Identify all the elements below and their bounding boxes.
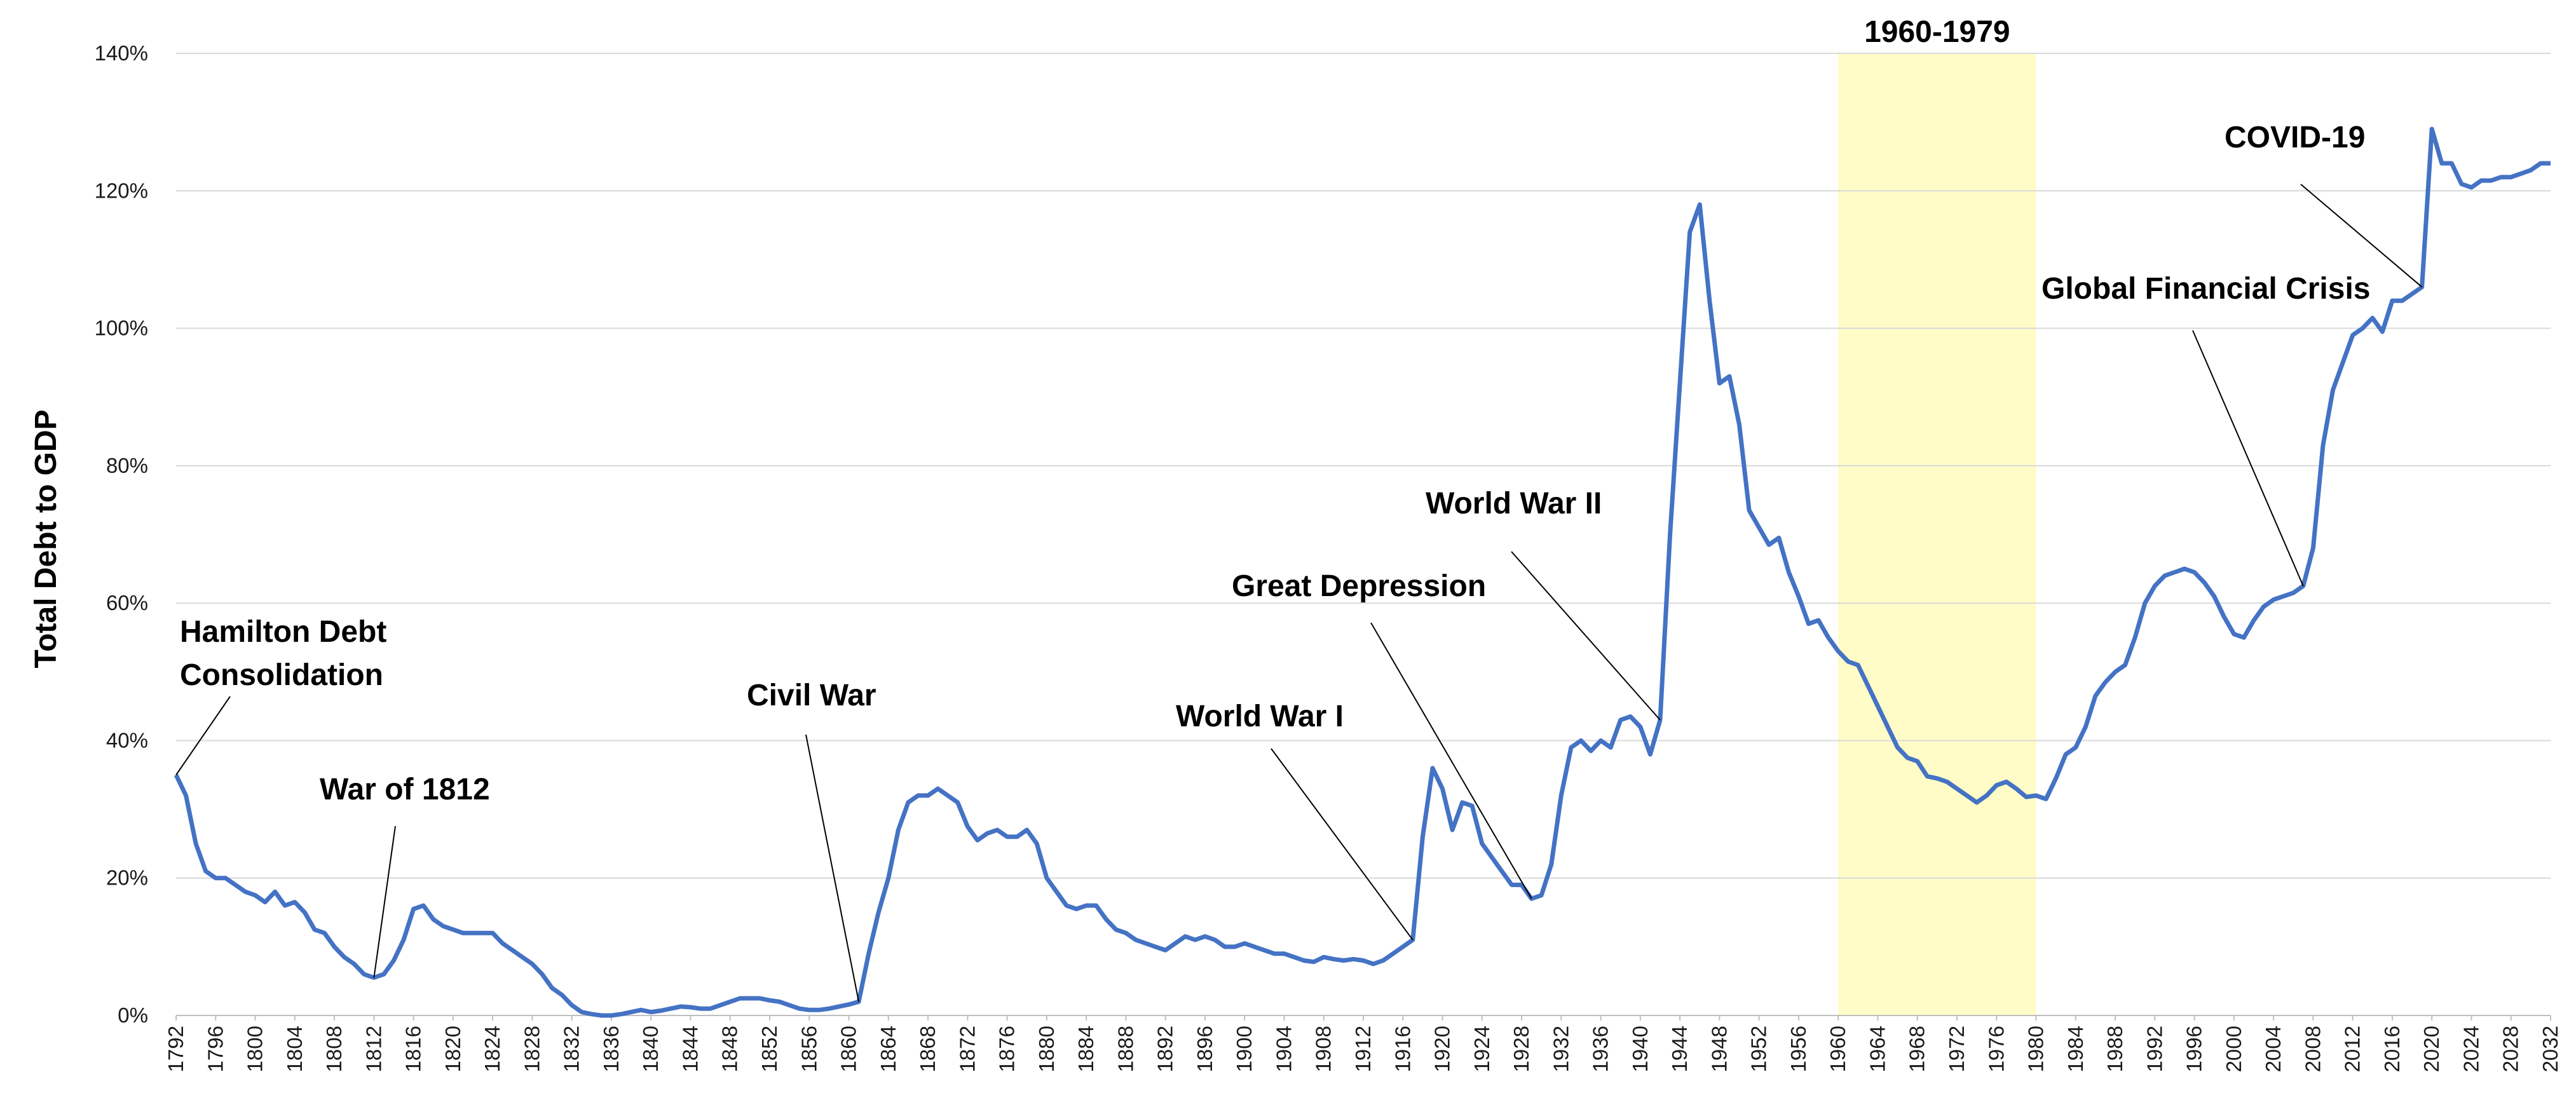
x-tick-label: 1944	[1668, 1026, 1691, 1072]
x-tick-label: 1816	[402, 1026, 425, 1072]
annotation-label: War of 1812	[320, 773, 490, 806]
x-tick-label: 1984	[2064, 1026, 2087, 1072]
x-tick-label: 1804	[283, 1026, 306, 1072]
x-tick-label: 1800	[243, 1026, 267, 1072]
x-tick-label: 1960	[1826, 1026, 1850, 1072]
annotation-label: World War II	[1426, 487, 1602, 520]
x-tick-label: 1900	[1232, 1026, 1256, 1072]
annotation-leader-line	[1370, 622, 1532, 899]
x-tick-label: 1808	[322, 1026, 346, 1072]
x-tick-label: 1824	[480, 1026, 504, 1072]
debt-to-gdp-line	[174, 126, 2551, 1018]
x-tick-label: 1904	[1272, 1026, 1295, 1072]
x-tick-label: 1864	[876, 1026, 900, 1072]
x-tick-label: 2028	[2499, 1026, 2523, 1072]
x-tick-label: 1932	[1549, 1026, 1572, 1072]
x-tick-label: 1968	[1905, 1026, 1929, 1072]
annotation-label: Great Depression	[1232, 569, 1486, 603]
x-tick-label: 2004	[2261, 1026, 2285, 1072]
x-tick-label: 1996	[2183, 1026, 2206, 1072]
y-tick-label: 0%	[118, 1003, 148, 1027]
x-tick-label: 1868	[916, 1026, 939, 1072]
y-tick-label: 60%	[106, 591, 148, 615]
x-tick-label: 1992	[2143, 1026, 2166, 1072]
y-tick-label: 120%	[95, 179, 148, 202]
x-tick-label: 1908	[1312, 1026, 1335, 1072]
x-tick-label: 1980	[2024, 1026, 2048, 1072]
x-tick-label: 1964	[1865, 1026, 1889, 1072]
x-tick-label: 1840	[639, 1026, 662, 1072]
highlight-band-1960-1979	[1838, 53, 2036, 1015]
annotation-label: Global Financial Crisis	[2041, 272, 2370, 306]
x-tick-label: 1852	[758, 1026, 781, 1072]
annotation-label: COVID-19	[2225, 121, 2365, 154]
annotation-leader-line	[1511, 551, 1661, 721]
x-tick-label: 2012	[2341, 1026, 2364, 1072]
x-tick-label: 1812	[362, 1026, 385, 1072]
annotation-label: Hamilton Debt Consolidation	[180, 615, 386, 692]
x-tick-label: 2016	[2380, 1026, 2404, 1072]
annotation-leader-line	[175, 696, 231, 776]
y-axis-label: Total Debt to GDP	[29, 409, 63, 668]
x-tick-label: 1884	[1074, 1026, 1098, 1072]
x-tick-label: 1856	[797, 1026, 821, 1072]
y-tick-label: 20%	[106, 866, 148, 890]
x-tick-label: 1848	[718, 1026, 742, 1072]
x-tick-label: 1920	[1431, 1026, 1454, 1072]
x-tick-label: 1936	[1589, 1026, 1612, 1072]
x-tick-label: 1912	[1351, 1026, 1375, 1072]
highlight-label: 1960-1979	[1864, 15, 2010, 49]
x-tick-label: 1872	[955, 1026, 979, 1072]
y-tick-label: 80%	[106, 454, 148, 477]
x-tick-label: 1924	[1470, 1026, 1494, 1072]
x-tick-label: 1820	[441, 1026, 465, 1072]
annotation-leader-line	[373, 825, 396, 978]
x-tick-label: 1976	[1984, 1026, 2008, 1072]
annotation-label: World War I	[1176, 700, 1344, 733]
x-tick-label: 1916	[1391, 1026, 1414, 1072]
x-tick-label: 2020	[2420, 1026, 2443, 1072]
annotation-leader-line	[1271, 748, 1414, 940]
x-tick-label: 1796	[203, 1026, 227, 1072]
x-tick-label: 1792	[164, 1026, 187, 1072]
annotation-leader-line	[2300, 184, 2423, 288]
annotation-label: Civil War	[747, 679, 876, 712]
x-tick-label: 1860	[837, 1026, 861, 1072]
x-tick-label: 1948	[1707, 1026, 1731, 1072]
x-tick-label: 2024	[2459, 1026, 2483, 1072]
x-tick-label: 1836	[599, 1026, 623, 1072]
annotation-leader-line	[805, 734, 860, 1002]
x-tick-label: 1972	[1945, 1026, 1968, 1072]
x-tick-label: 2000	[2222, 1026, 2245, 1072]
y-tick-label: 40%	[106, 728, 148, 752]
x-tick-label: 1892	[1154, 1026, 1177, 1072]
x-tick-label: 1952	[1747, 1026, 1771, 1072]
x-tick-label: 2008	[2301, 1026, 2324, 1072]
x-tick-label: 1988	[2103, 1026, 2127, 1072]
x-tick-label: 1880	[1035, 1026, 1058, 1072]
x-tick-label: 1928	[1509, 1026, 1533, 1072]
y-tick-label: 100%	[95, 316, 148, 340]
x-tick-label: 1876	[995, 1026, 1019, 1072]
x-tick-label: 2032	[2539, 1026, 2562, 1072]
x-tick-label: 1940	[1628, 1026, 1652, 1072]
x-tick-label: 1844	[678, 1026, 702, 1072]
x-tick-label: 1832	[560, 1026, 583, 1072]
annotation-leader-line	[2192, 330, 2304, 587]
x-tick-label: 1896	[1193, 1026, 1216, 1072]
x-tick-label: 1828	[520, 1026, 543, 1072]
x-tick-label: 1888	[1114, 1026, 1137, 1072]
y-tick-label: 140%	[95, 41, 148, 65]
x-tick-label: 1956	[1787, 1026, 1810, 1072]
